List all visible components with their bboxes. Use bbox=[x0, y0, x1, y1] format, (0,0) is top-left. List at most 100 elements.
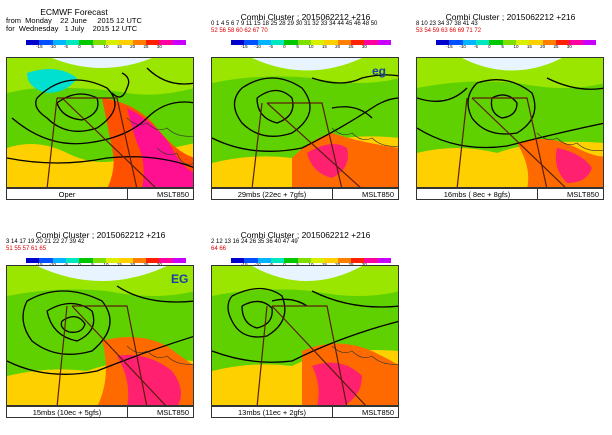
colorbar-segment bbox=[502, 40, 517, 45]
colorbar-segment bbox=[52, 40, 67, 45]
colorbar-label: 10 bbox=[513, 44, 519, 49]
cluster-title: Combi Cluster ; 2015062212 +216 bbox=[240, 12, 371, 22]
colorbar-label: 25 bbox=[143, 44, 149, 49]
colorbar-label: -5 bbox=[63, 44, 68, 49]
colorbar-label: -5 bbox=[268, 44, 273, 49]
colorbar-segment bbox=[119, 40, 133, 45]
panel-header: Combi Cluster ; 2015062212 +216 2 12 13 … bbox=[209, 218, 402, 268]
colorbar-segment bbox=[26, 258, 40, 263]
colorbar-label: 25 bbox=[348, 44, 354, 49]
colorbar-segment bbox=[377, 258, 392, 263]
colorbar-segment bbox=[351, 40, 365, 45]
colorbar-segment bbox=[324, 258, 338, 263]
colorbar-segment bbox=[449, 40, 463, 45]
members-gfs: 64 66 bbox=[211, 246, 227, 252]
colorbar-segment bbox=[516, 40, 530, 45]
panel-cluster-4: Combi Cluster ; 2015062212 +216 2 12 13 … bbox=[209, 218, 402, 418]
panel-footer: 13mbs (11ec + 2gfs) MSLT850 bbox=[211, 406, 399, 418]
colorbar-segment bbox=[159, 40, 173, 45]
colorbar-label: -15 bbox=[241, 262, 248, 267]
forecast-title: ECMWF Forecast bbox=[40, 7, 108, 17]
colorbar-segment bbox=[52, 258, 67, 263]
colorbar-label: -10 bbox=[49, 44, 56, 49]
colorbar-segment bbox=[26, 40, 40, 45]
colorbar-label: 5 bbox=[91, 262, 94, 267]
cluster-title: Combi Cluster ; 2015062212 +216 bbox=[445, 12, 576, 22]
colorbar-segment bbox=[146, 40, 160, 45]
colorbar-segment bbox=[106, 258, 120, 263]
colorbar: -15 -10 -5 0 5 10 15 20 25 30 bbox=[231, 40, 392, 49]
colorbar-label: 10 bbox=[308, 262, 314, 267]
colorbar-segment bbox=[106, 40, 120, 45]
colorbar: -15 -10 -5 0 5 10 15 20 25 30 bbox=[231, 258, 392, 267]
colorbar-segment bbox=[337, 40, 352, 45]
colorbar-label: 20 bbox=[335, 44, 341, 49]
members-gfs: 52 56 58 60 62 67 70 bbox=[211, 28, 268, 34]
footer-field: MSLT850 bbox=[362, 190, 394, 199]
footer-divider bbox=[127, 189, 128, 199]
colorbar-segment bbox=[311, 258, 325, 263]
members-ec: 0 1 4 5 6 7 9 11 15 18 25 28 29 30 31 32… bbox=[211, 21, 378, 27]
members-gfs: 53 54 59 63 66 69 71 72 bbox=[416, 28, 482, 34]
cluster-tag: eg bbox=[372, 64, 387, 78]
colorbar-segment bbox=[66, 40, 80, 45]
colorbar-label: 25 bbox=[143, 262, 149, 267]
colorbar-segment bbox=[364, 258, 378, 263]
colorbar-label: -15 bbox=[36, 262, 43, 267]
map-cluster-2 bbox=[416, 57, 604, 188]
panel-header: Combi Cluster ; 2015062212 +216 8 10 23 … bbox=[414, 0, 607, 50]
colorbar: -15 -10 -5 0 5 10 15 20 25 30 bbox=[26, 40, 187, 49]
colorbar-label: 15 bbox=[116, 44, 122, 49]
colorbar-segment bbox=[556, 40, 570, 45]
footer-members: 16mbs ( 8ec + 8gfs) bbox=[443, 190, 511, 199]
colorbar-segment bbox=[377, 40, 392, 45]
colorbar-label: 5 bbox=[296, 262, 299, 267]
colorbar-segment bbox=[92, 258, 107, 263]
colorbar-segment bbox=[79, 40, 93, 45]
colorbar-label: -5 bbox=[268, 262, 273, 267]
footer-field: MSLT850 bbox=[567, 190, 599, 199]
footer-divider bbox=[332, 189, 333, 199]
map-cluster-3: EG bbox=[6, 265, 194, 406]
colorbar-label: -10 bbox=[49, 262, 56, 267]
cluster-members: 2 12 13 16 24 26 35 36 40 47 49 64 66 bbox=[211, 239, 298, 253]
colorbar-segment bbox=[146, 258, 160, 263]
colorbar-segment bbox=[159, 258, 173, 263]
footer-members: 15mbs (10ec + 5gfs) bbox=[32, 408, 102, 417]
colorbar-segment bbox=[324, 40, 338, 45]
colorbar-label: 5 bbox=[501, 44, 504, 49]
panel-cluster-3: Combi Cluster ; 2015062212 +216 3 14 17 … bbox=[4, 218, 197, 418]
colorbar-segment bbox=[79, 258, 93, 263]
colorbar-segment bbox=[271, 40, 285, 45]
colorbar-label: 0 bbox=[78, 262, 81, 267]
panel-footer: 16mbs ( 8ec + 8gfs) MSLT850 bbox=[416, 188, 604, 200]
colorbar-segment bbox=[119, 258, 133, 263]
colorbar-segment bbox=[231, 258, 245, 263]
colorbar-segment bbox=[244, 40, 258, 45]
colorbar-label: 0 bbox=[283, 44, 286, 49]
members-ec: 3 14 17 19 20 21 22 27 39 42 bbox=[6, 239, 85, 245]
colorbar-label: 10 bbox=[308, 44, 314, 49]
footer-field: MSLT850 bbox=[157, 408, 189, 417]
colorbar-label: 5 bbox=[91, 44, 94, 49]
colorbar-label: 15 bbox=[116, 262, 122, 267]
colorbar-label: 30 bbox=[156, 44, 162, 49]
colorbar-label: 20 bbox=[130, 262, 136, 267]
colorbar-segment bbox=[351, 258, 365, 263]
panel-footer: 15mbs (10ec + 5gfs) MSLT850 bbox=[6, 406, 194, 418]
panel-footer: Oper MSLT850 bbox=[6, 188, 194, 200]
panel-oper: ECMWF Forecast from Monday 22 June 2015 1… bbox=[4, 0, 197, 200]
footer-divider bbox=[332, 407, 333, 417]
forecast-info: ECMWF Forecast from Monday 22 June 2015 1… bbox=[6, 8, 142, 34]
colorbar-label: 25 bbox=[553, 44, 559, 49]
colorbar-segment bbox=[462, 40, 477, 45]
colorbar: -15 -10 -5 0 5 10 15 20 25 30 bbox=[436, 40, 597, 49]
colorbar-segment bbox=[92, 40, 107, 45]
cluster-members: 3 14 17 19 20 21 22 27 39 42 51 55 57 61… bbox=[6, 239, 84, 253]
panel-header: Combi Cluster ; 2015062212 +216 3 14 17 … bbox=[4, 218, 197, 268]
colorbar-segment bbox=[582, 40, 597, 45]
members-gfs: 51 55 57 61 65 bbox=[6, 246, 47, 252]
colorbar-label: 20 bbox=[130, 44, 136, 49]
colorbar-label: 0 bbox=[78, 44, 81, 49]
colorbar-segment bbox=[337, 258, 352, 263]
